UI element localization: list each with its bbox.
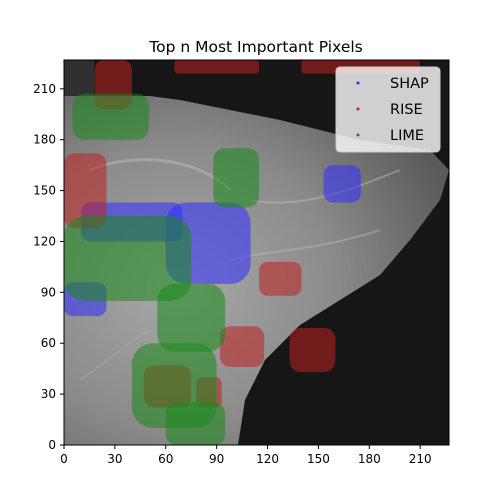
x-tick-label: 0 — [60, 452, 68, 466]
legend-box — [335, 66, 441, 153]
legend-label-shap: SHAP — [390, 76, 429, 92]
rise-region-5 — [259, 261, 302, 296]
lime-region-1 — [72, 93, 149, 140]
x-tick-label: 210 — [409, 452, 432, 466]
legend-marker-rise — [356, 107, 360, 111]
rise-region-7 — [289, 327, 336, 373]
y-tick-label: 90 — [41, 285, 56, 299]
plot-frame — [63, 59, 450, 446]
legend-marker-shap — [356, 81, 360, 85]
rise-region-3 — [174, 60, 260, 74]
shap-region-4 — [323, 165, 361, 203]
lime-region-4 — [157, 283, 226, 352]
y-tick-label: 60 — [41, 336, 56, 350]
legend-label-lime: LIME — [390, 128, 424, 144]
x-tick-label: 60 — [158, 452, 173, 466]
x-tick-label: 30 — [107, 452, 122, 466]
legend-marker-lime — [356, 133, 360, 137]
x-tick-label: 120 — [256, 452, 279, 466]
chart-title: Top n Most Important Pixels — [148, 38, 362, 56]
lime-region-6 — [165, 402, 226, 445]
x-tick-label: 150 — [307, 452, 330, 466]
y-tick-label: 180 — [33, 133, 56, 147]
y-tick-label: 150 — [33, 184, 56, 198]
legend: SHAP RISE LIME — [335, 66, 441, 153]
rise-region-6 — [220, 326, 265, 367]
lime-region-2 — [213, 148, 260, 208]
lime-region-3 — [64, 216, 192, 301]
y-tick-label: 120 — [33, 234, 56, 248]
y-tick-label: 30 — [41, 387, 56, 401]
y-axis: 0 30 60 90 120 150 180 210 — [33, 82, 64, 452]
y-tick-label: 0 — [48, 438, 56, 452]
rise-region-1 — [64, 153, 107, 228]
legend-label-rise: RISE — [390, 102, 423, 118]
x-tick-label: 90 — [209, 452, 224, 466]
x-axis: 0 30 60 90 120 150 180 210 — [60, 445, 432, 466]
y-tick-label: 210 — [33, 82, 56, 96]
x-tick-label: 180 — [358, 452, 381, 466]
